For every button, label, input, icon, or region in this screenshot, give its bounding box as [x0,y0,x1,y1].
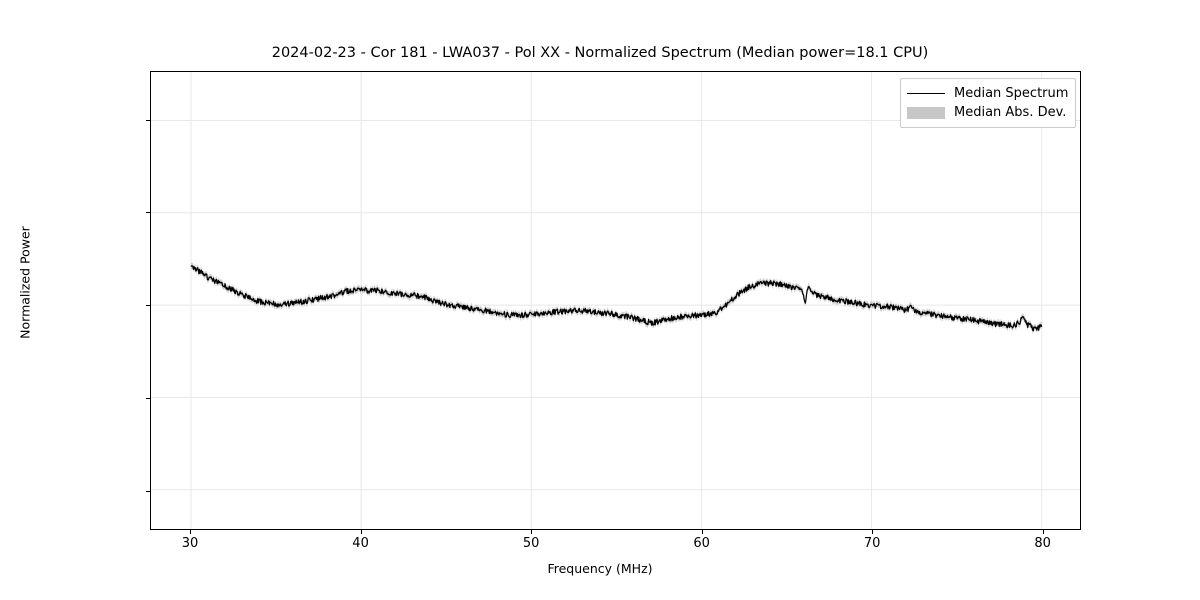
x-tick-mark [531,530,533,534]
legend-label-median-spectrum: Median Spectrum [954,86,1069,101]
y-tick-mark [146,119,150,121]
y-tick-mark [146,305,150,307]
x-tick-mark [190,530,192,534]
x-tick-mark [360,530,362,534]
legend-line-icon [907,87,945,101]
x-tick-label: 30 [181,536,199,551]
x-tick-mark [1042,530,1044,534]
x-tick-label: 60 [693,536,710,551]
legend-patch-icon [907,106,945,120]
plot-canvas [151,72,1080,529]
chart-title: 2024-02-23 - Cor 181 - LWA037 - Pol XX -… [271,45,929,61]
legend-label-median-abs-dev: Median Abs. Dev. [954,105,1067,120]
x-tick-label: 40 [352,536,369,551]
x-tick-mark [872,530,874,534]
x-tick-label: 80 [1034,536,1051,551]
y-tick-mark [146,490,150,492]
x-tick-mark [701,530,703,534]
x-tick-label: 50 [522,536,540,551]
y-tick-mark [146,212,150,214]
y-axis-label: Normalized Power [17,226,33,339]
x-axis-label: Frequency (MHz) [547,561,653,576]
plot-area [150,71,1081,530]
legend-item-median-abs-dev: Median Abs. Dev. [907,103,1068,122]
chart-legend: Median Spectrum Median Abs. Dev. [900,78,1077,128]
y-tick-mark [146,397,150,399]
x-tick-label: 70 [863,536,881,551]
legend-item-median-spectrum: Median Spectrum [907,84,1068,103]
